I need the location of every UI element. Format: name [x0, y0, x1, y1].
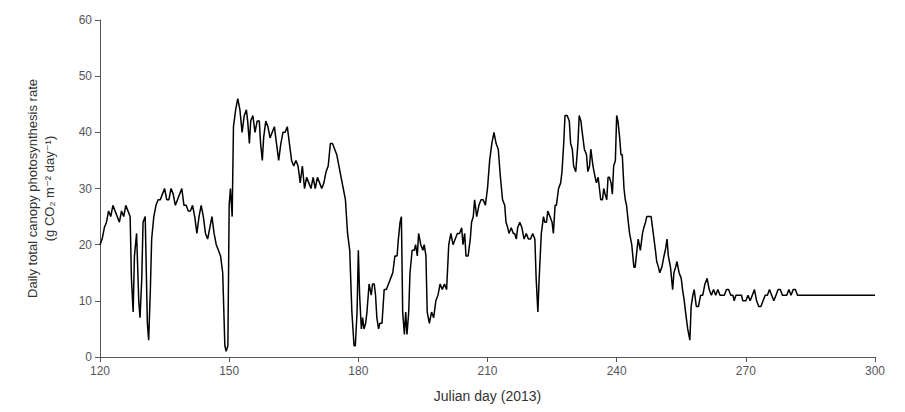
svg-text:0: 0: [85, 350, 92, 364]
svg-text:40: 40: [79, 125, 93, 139]
svg-text:270: 270: [736, 364, 756, 378]
svg-text:Julian day (2013): Julian day (2013): [434, 388, 541, 404]
svg-text:210: 210: [477, 364, 497, 378]
svg-text:60: 60: [79, 13, 93, 27]
svg-text:Daily total canopy photosynthe: Daily total canopy photosynthesis rate: [25, 79, 40, 298]
svg-text:150: 150: [219, 364, 239, 378]
svg-text:10: 10: [79, 294, 93, 308]
svg-text:50: 50: [79, 69, 93, 83]
svg-text:30: 30: [79, 182, 93, 196]
svg-text:300: 300: [865, 364, 885, 378]
svg-text:(g CO₂ m⁻² day⁻¹): (g CO₂ m⁻² day⁻¹): [42, 136, 57, 241]
svg-text:20: 20: [79, 238, 93, 252]
svg-text:240: 240: [607, 364, 627, 378]
svg-text:120: 120: [90, 364, 110, 378]
svg-text:180: 180: [348, 364, 368, 378]
